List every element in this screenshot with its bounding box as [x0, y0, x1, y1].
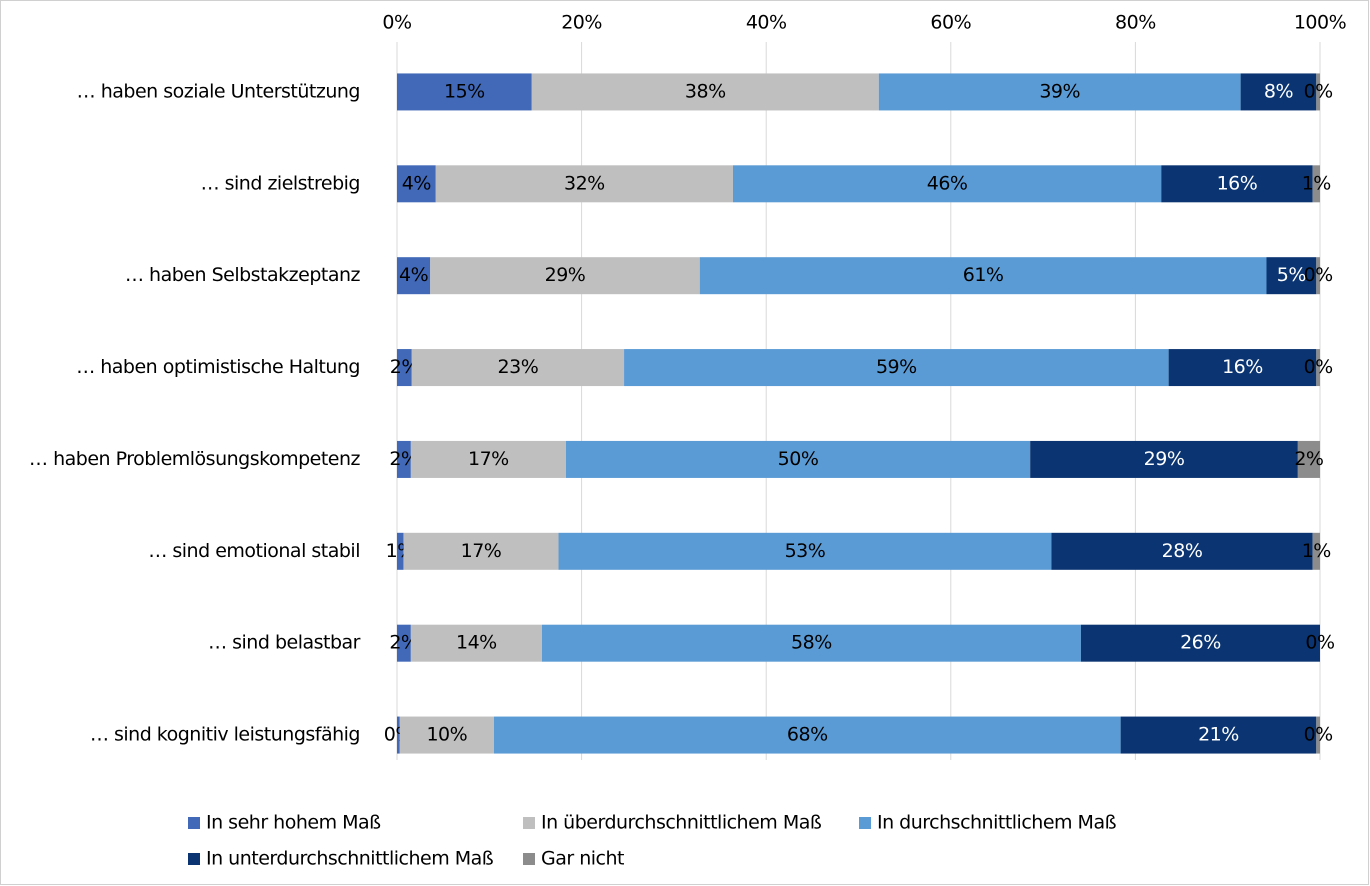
data-label: 0%: [1304, 264, 1333, 286]
bar-segment: [410, 624, 542, 662]
category-label: … sind kognitiv leistungsfähig: [90, 724, 360, 746]
legend-label: In durchschnittlichem Maß: [877, 812, 1117, 834]
bar-segment: [1312, 165, 1320, 203]
bar-segment: [558, 532, 1052, 570]
bar-segment: [411, 349, 625, 387]
bar-segment: [1051, 532, 1313, 570]
bar-segment: [399, 716, 494, 754]
data-label: 23%: [498, 356, 539, 378]
data-label: 39%: [1039, 80, 1080, 102]
bar-segment: [397, 349, 412, 387]
bar-segment: [1316, 257, 1320, 295]
bar-segment: [397, 165, 436, 203]
bar-segment: [1240, 73, 1317, 111]
data-label: 29%: [545, 264, 586, 286]
data-label: 46%: [927, 172, 968, 194]
data-label: 0%: [1305, 632, 1334, 654]
data-label: 1%: [1302, 540, 1331, 562]
data-label: 32%: [564, 172, 605, 194]
data-label: 5%: [1277, 264, 1306, 286]
data-label: 16%: [1222, 356, 1263, 378]
x-tick-label: 20%: [561, 12, 602, 34]
data-label: 50%: [778, 448, 819, 470]
bar-segment: [1161, 165, 1313, 203]
bar-segment: [1030, 440, 1298, 478]
legend-marker: [188, 817, 200, 829]
data-label: 16%: [1217, 172, 1258, 194]
data-label: 17%: [468, 448, 509, 470]
data-label: 28%: [1162, 540, 1203, 562]
data-label: 17%: [461, 540, 502, 562]
bar-segment: [1316, 349, 1320, 387]
x-tick-label: 60%: [930, 12, 971, 34]
data-label: 61%: [963, 264, 1004, 286]
category-label: … sind zielstrebig: [201, 172, 360, 194]
bar-segment: [397, 624, 411, 662]
bar-segment: [531, 73, 879, 111]
bar-segment: [493, 716, 1121, 754]
bar-segment: [1312, 532, 1320, 570]
legend-label: In überdurchschnittlichem Maß: [541, 812, 822, 834]
category-label: … sind emotional stabil: [148, 540, 360, 562]
bar-segment: [1080, 624, 1320, 662]
bar-segment: [699, 257, 1267, 295]
bar-segment: [403, 532, 559, 570]
data-label: 21%: [1198, 724, 1239, 746]
bar-segment: [541, 624, 1081, 662]
data-label: 68%: [787, 724, 828, 746]
bar-segment: [435, 165, 733, 203]
bar-segment: [410, 440, 566, 478]
data-label: 1%: [1302, 172, 1331, 194]
data-label: 0%: [1304, 356, 1333, 378]
bar-segment: [624, 349, 1169, 387]
data-label: 38%: [685, 80, 726, 102]
bar-segment: [397, 257, 431, 295]
x-tick-label: 100%: [1294, 12, 1346, 34]
legend-label: In sehr hohem Maß: [206, 812, 381, 834]
bar-segment: [1297, 440, 1320, 478]
data-label: 8%: [1264, 80, 1293, 102]
data-label: 4%: [399, 264, 428, 286]
bar-segment: [732, 165, 1162, 203]
category-label: … haben soziale Unterstützung: [77, 80, 360, 102]
category-label: … haben Problemlösungskompetenz: [29, 448, 360, 470]
bar-segment: [1168, 349, 1317, 387]
bar-segment: [1120, 716, 1317, 754]
bar-segment: [1316, 73, 1320, 111]
bar-segment: [397, 73, 532, 111]
category-label: … haben Selbstakzeptanz: [125, 264, 360, 286]
bar-segment: [878, 73, 1241, 111]
category-label: … sind belastbar: [208, 632, 361, 654]
category-label: … haben optimistische Haltung: [76, 356, 360, 378]
bar-segment: [565, 440, 1031, 478]
data-label: 29%: [1144, 448, 1185, 470]
legend-marker: [188, 853, 200, 865]
data-label: 26%: [1180, 632, 1221, 654]
legend-label: Gar nicht: [541, 848, 624, 870]
bar-segment: [397, 532, 404, 570]
data-label: 14%: [456, 632, 497, 654]
bar-segment: [397, 716, 400, 754]
data-label: 0%: [1304, 724, 1333, 746]
legend-marker: [523, 853, 535, 865]
data-label: 15%: [444, 80, 485, 102]
data-label: 59%: [876, 356, 917, 378]
legend-marker: [523, 817, 535, 829]
data-label: 58%: [791, 632, 832, 654]
data-label: 4%: [402, 172, 431, 194]
data-label: 53%: [785, 540, 826, 562]
x-tick-label: 80%: [1115, 12, 1156, 34]
data-label: 2%: [1294, 448, 1323, 470]
legend-marker: [859, 817, 871, 829]
bar-segment: [1316, 716, 1320, 754]
x-tick-label: 40%: [746, 12, 787, 34]
data-label: 0%: [1304, 80, 1333, 102]
legend-label: In unterdurchschnittlichem Maß: [206, 848, 494, 870]
bar-segment: [1266, 257, 1317, 295]
bar-segment: [430, 257, 700, 295]
data-label: 10%: [426, 724, 467, 746]
bar-segment: [397, 440, 411, 478]
x-tick-label: 0%: [382, 12, 411, 34]
